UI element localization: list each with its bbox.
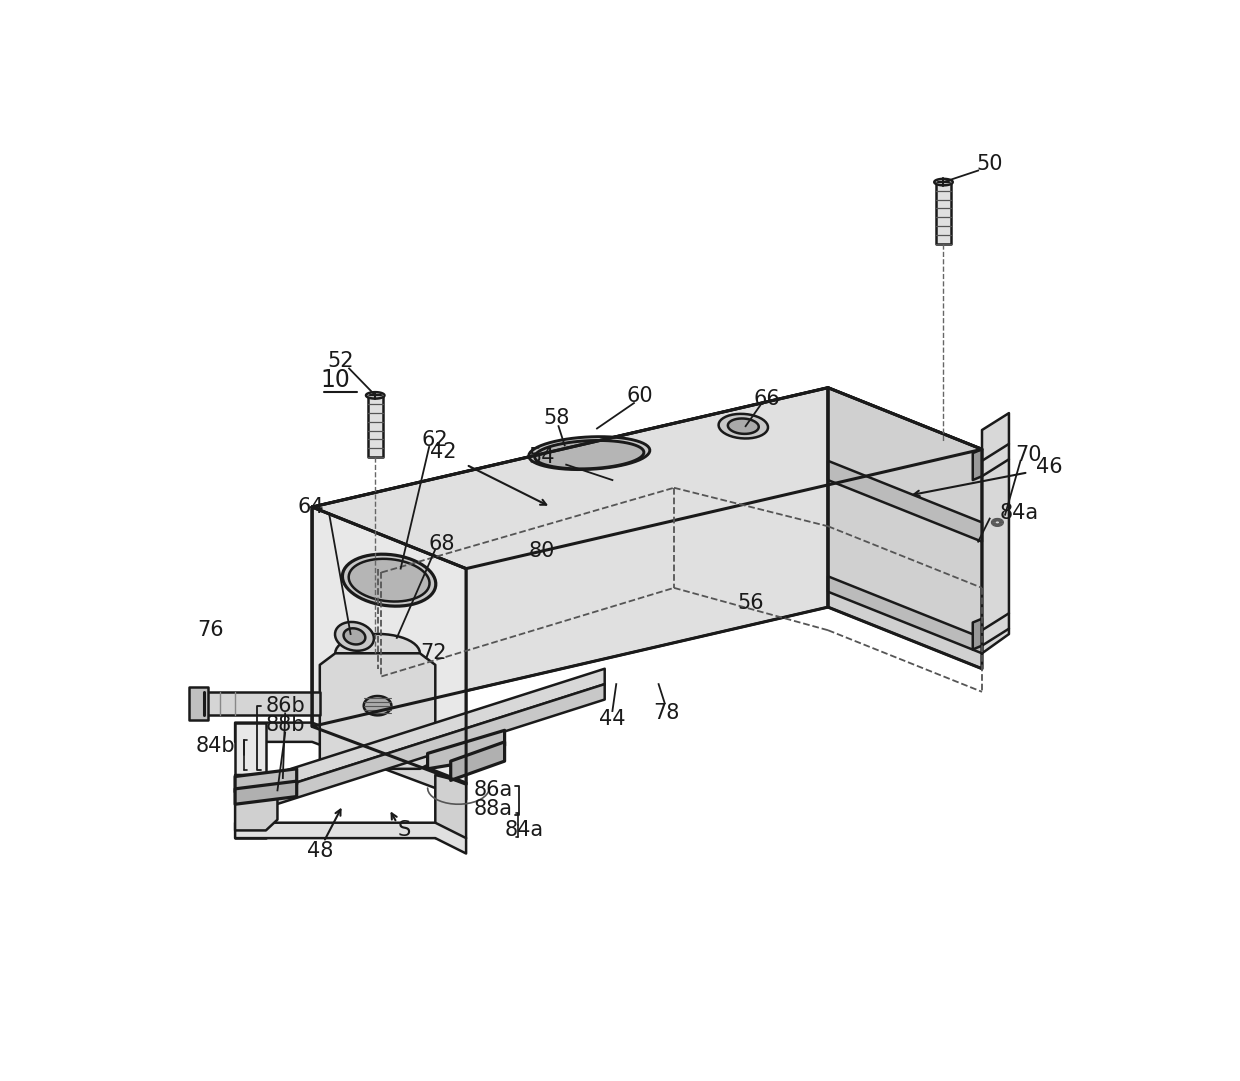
Polygon shape [320,653,435,769]
Text: 88b: 88b [265,715,305,735]
Polygon shape [367,396,383,457]
Text: 80: 80 [528,540,554,561]
Polygon shape [972,618,982,650]
Polygon shape [312,388,982,569]
Text: 68: 68 [428,534,455,553]
Text: 52: 52 [327,350,353,371]
Polygon shape [312,507,466,784]
Text: 64: 64 [298,497,324,517]
Text: 84a: 84a [999,503,1039,523]
Text: 48: 48 [306,841,334,862]
Text: 10: 10 [320,368,350,392]
Polygon shape [188,688,208,720]
Text: 76: 76 [197,620,223,640]
Text: 86a: 86a [474,780,512,800]
Polygon shape [363,696,392,716]
Text: 58: 58 [544,409,570,428]
Text: S: S [398,820,412,840]
Text: 84b: 84b [196,736,236,756]
Polygon shape [366,392,384,399]
Text: 62: 62 [422,430,449,450]
Polygon shape [528,437,650,469]
Polygon shape [718,414,768,439]
Polygon shape [936,182,951,243]
Text: 44: 44 [599,709,626,729]
Polygon shape [243,684,605,815]
Text: 46: 46 [1035,457,1063,477]
Polygon shape [934,178,952,185]
Text: 70: 70 [1016,444,1042,465]
Polygon shape [348,559,429,601]
Polygon shape [236,769,296,792]
Polygon shape [343,628,366,644]
Polygon shape [828,388,982,669]
Text: 56: 56 [738,593,764,613]
Text: 60: 60 [626,386,652,406]
Polygon shape [982,413,1009,653]
Text: 54: 54 [528,446,554,467]
Text: 50: 50 [976,155,1003,174]
Polygon shape [728,418,759,433]
Polygon shape [243,669,605,800]
Polygon shape [236,782,296,804]
Text: 66: 66 [753,389,780,410]
Polygon shape [828,461,982,542]
Polygon shape [236,722,466,800]
Polygon shape [236,722,265,838]
Text: 72: 72 [420,643,446,664]
Polygon shape [534,440,644,469]
Polygon shape [205,692,320,715]
Polygon shape [828,576,982,653]
Text: 84a: 84a [505,820,543,840]
Polygon shape [972,450,982,480]
Polygon shape [335,622,374,651]
Polygon shape [335,633,420,653]
Text: 42: 42 [430,441,456,462]
Polygon shape [312,388,828,726]
Polygon shape [428,731,505,769]
Polygon shape [236,775,278,830]
Text: 78: 78 [653,703,680,722]
Text: 88a: 88a [474,799,512,819]
Polygon shape [450,742,505,780]
Polygon shape [342,555,435,606]
Polygon shape [236,823,466,854]
Polygon shape [435,775,466,838]
Text: 86b: 86b [265,696,305,716]
